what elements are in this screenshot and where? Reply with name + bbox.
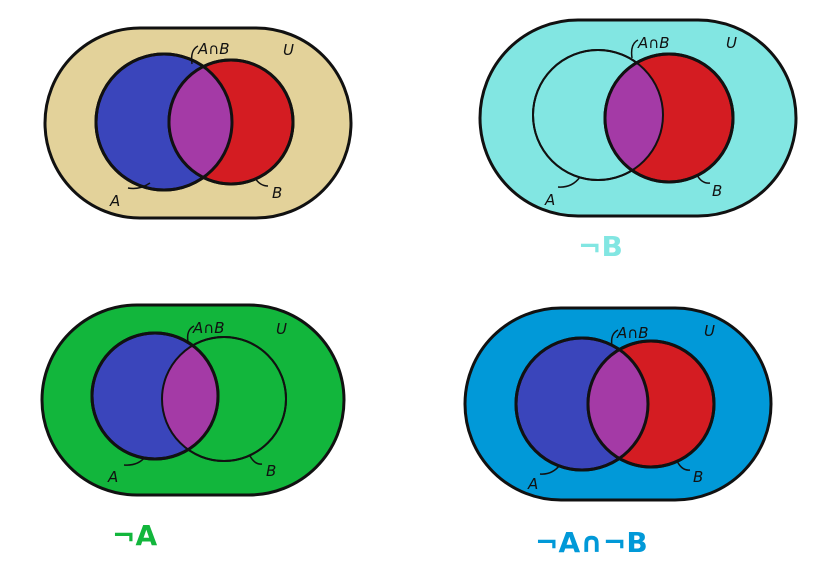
intersection-label: A∩B	[637, 34, 670, 52]
diagram-caption: ¬A∩¬B	[535, 526, 648, 559]
venn-diagram-1: A∩B U A B	[43, 26, 353, 220]
universe-label: U	[704, 322, 715, 340]
set-a-label: A	[544, 191, 555, 209]
intersection-label: A∩B	[192, 319, 225, 337]
set-a-label: A	[109, 192, 120, 210]
diagram-caption: ¬B	[578, 230, 623, 263]
set-a-pointer	[539, 464, 561, 475]
set-b-pointer	[254, 177, 269, 187]
set-a-label: A	[527, 475, 538, 493]
intersection-pointer	[610, 329, 619, 347]
intersection-pointer	[630, 39, 639, 59]
intersection-label: A∩B	[616, 324, 649, 342]
set-b-label: B	[693, 468, 703, 486]
intersection-label: A∩B	[197, 40, 230, 58]
intersection-pointer	[186, 325, 195, 343]
venn-diagram-4: A∩B U A B ¬A∩¬B	[463, 306, 773, 559]
venn-diagram-3: A∩B U A B ¬A	[40, 303, 346, 552]
diagram-caption: ¬A	[112, 519, 157, 552]
set-a-pointer	[557, 176, 581, 188]
set-a-pointer	[127, 182, 151, 190]
set-a-pointer	[123, 456, 146, 466]
set-b-label: B	[712, 182, 722, 200]
set-b-label: B	[266, 462, 276, 480]
set-b-label: B	[272, 184, 282, 202]
intersection-region	[588, 341, 648, 467]
set-b-pointer	[676, 460, 691, 471]
universe-label: U	[283, 41, 294, 59]
set-a-label: A	[107, 468, 118, 486]
universe-label: U	[276, 320, 287, 338]
venn-diagram-2: A∩B U A B ¬B	[478, 18, 798, 263]
intersection-region	[605, 54, 663, 180]
universe-label: U	[726, 34, 737, 52]
intersection-pointer	[190, 45, 199, 65]
set-b-pointer	[696, 174, 711, 184]
set-b-pointer	[249, 455, 263, 465]
intersection-region	[162, 337, 218, 459]
